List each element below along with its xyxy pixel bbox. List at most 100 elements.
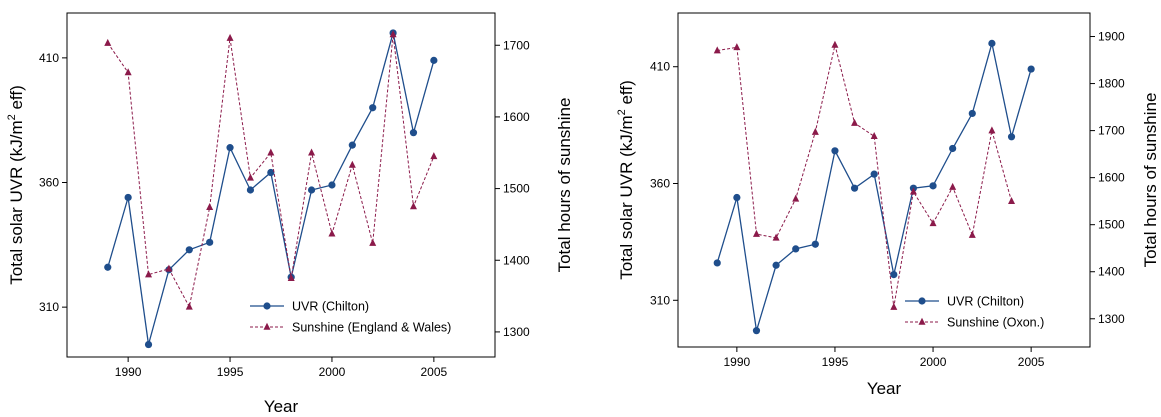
data-point [831, 40, 839, 48]
data-point [369, 238, 377, 246]
data-point [430, 56, 438, 64]
data-point [1008, 196, 1016, 204]
data-point [389, 30, 397, 38]
legend-item: Sunshine (England & Wales) [250, 321, 451, 335]
y-left-label-main: Total solar UVR (kJ/m [617, 115, 636, 279]
data-point [246, 186, 255, 194]
legend-item: UVR (Chilton) [905, 295, 1024, 309]
y-left-tick-label: 360 [39, 176, 59, 190]
data-point [890, 270, 898, 279]
series-triangle-1 [104, 30, 438, 310]
legend-marker [918, 317, 926, 325]
x-tick-label: 2005 [1018, 355, 1045, 369]
data-point [713, 259, 721, 267]
y-left-tick-label: 360 [650, 177, 670, 191]
x-tick-label: 2005 [421, 365, 448, 379]
data-point [733, 193, 741, 202]
data-point [713, 46, 721, 54]
data-point [949, 144, 957, 153]
y-right-tick-label: 1800 [1098, 77, 1125, 91]
x-tick-label: 2000 [319, 365, 346, 379]
y-right-tick-label: 1600 [1098, 171, 1125, 185]
data-point [909, 187, 917, 195]
data-point [369, 104, 377, 112]
y-right-tick-label: 1500 [1098, 218, 1125, 232]
y-right-tick-label: 1600 [503, 110, 530, 124]
legend-label: Sunshine (England & Wales) [292, 321, 451, 335]
x-tick-label: 1990 [115, 365, 142, 379]
x-tick-label: 1995 [217, 365, 244, 379]
data-point [792, 194, 800, 202]
data-point [851, 118, 859, 126]
x-tick-label: 1995 [822, 355, 849, 369]
legend-label: Sunshine (Oxon.) [947, 316, 1044, 330]
y-left-label-superscript: 2 [616, 109, 628, 115]
y-left-tick-label: 410 [650, 60, 670, 74]
data-point [185, 246, 193, 254]
y-right-tick-label: 1400 [503, 253, 530, 267]
data-point [124, 68, 132, 76]
data-point [104, 38, 112, 46]
data-point [226, 33, 234, 41]
data-point [348, 160, 356, 168]
data-point [870, 132, 878, 140]
data-point [792, 245, 800, 253]
legend-item: UVR (Chilton) [250, 300, 369, 314]
data-point [430, 152, 438, 160]
data-point [968, 230, 976, 238]
data-point [870, 170, 878, 178]
y-left-tick-label: 310 [650, 293, 670, 307]
y-right-tick-label: 1300 [1098, 312, 1125, 326]
y-right-axis-label: Total hours of sunshine [1141, 93, 1160, 268]
data-point [246, 173, 254, 181]
data-point [752, 229, 760, 237]
series-line [716, 43, 1032, 331]
y-left-tick-label: 410 [39, 51, 59, 65]
y-right-tick-label: 1300 [503, 325, 530, 339]
series-circle-0 [713, 39, 1035, 335]
y-left-axis-label: Total solar UVR (kJ/m2 eff) [616, 80, 636, 279]
data-point [185, 302, 193, 310]
series-line [107, 34, 435, 309]
series-line [717, 44, 1012, 308]
y-left-axis-label: Total solar UVR (kJ/m2 eff) [6, 85, 26, 284]
data-point [850, 184, 859, 192]
data-point [409, 129, 418, 137]
x-tick-label: 2000 [920, 355, 947, 369]
x-axis-label: Year [264, 397, 299, 416]
data-point [409, 202, 417, 210]
data-point [831, 147, 839, 155]
data-point [929, 182, 937, 190]
y-left-label-superscript: 2 [6, 114, 18, 120]
y-right-tick-label: 1400 [1098, 265, 1125, 279]
y-left-tick-label: 310 [39, 300, 59, 314]
legend-marker [263, 322, 271, 330]
data-point [348, 141, 356, 149]
data-point [226, 144, 234, 152]
data-point [929, 219, 937, 227]
data-point [308, 148, 316, 156]
data-point [968, 109, 976, 118]
data-point [811, 127, 819, 135]
x-tick-label: 1990 [724, 355, 751, 369]
legend-marker [263, 302, 271, 310]
data-point [328, 181, 336, 189]
data-point [267, 168, 275, 177]
y-right-tick-label: 1700 [503, 38, 530, 52]
data-point [328, 229, 336, 237]
legend-item: Sunshine (Oxon.) [905, 316, 1044, 330]
data-point [206, 238, 214, 246]
y-right-tick-label: 1700 [1098, 124, 1125, 138]
data-point [811, 240, 819, 248]
legend-label: UVR (Chilton) [947, 295, 1024, 309]
data-point [733, 43, 741, 51]
data-point [949, 182, 957, 190]
data-point [267, 148, 275, 156]
data-point [1007, 133, 1016, 141]
data-point [772, 233, 780, 241]
y-right-tick-label: 1500 [503, 182, 530, 196]
data-point [104, 263, 112, 271]
y-right-axis-label: Total hours of sunshine [555, 98, 574, 273]
data-point [206, 203, 214, 211]
data-point [287, 273, 295, 281]
